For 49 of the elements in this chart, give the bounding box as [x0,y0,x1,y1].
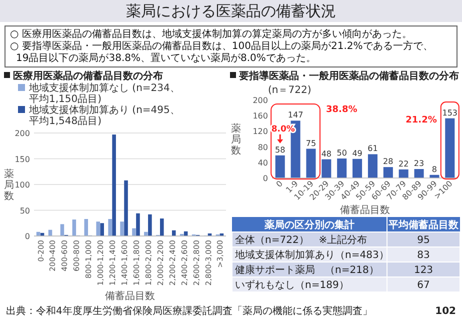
text: 薬局における医薬品の備蓄状況 [126,2,336,20]
data-label: 23 [414,159,424,168]
x-tick-label: 0 [274,179,285,190]
text: (n＝722) [268,85,312,96]
x-axis-title: 備蓄品目数 [340,204,390,216]
y-tick-label: 200 [252,96,268,105]
legend-label: 地域支援体制加算なし (n=234、平均1,150品目) [28,82,180,105]
data-label: 48 [321,149,332,158]
data-label: 49 [352,148,362,158]
text: ○ 要指導医薬品・一般用医薬品の備蓄品目数は、100品目以上の薬局が21.2%である一方で、19品目以下の薬局が38.8%、置いていない薬局が8.0%であった。 [10,40,433,64]
category-label: 全体（n=722） ※上記分布 [235,234,368,246]
y-tick-label: 200 [14,129,30,138]
source-note: 出典：令和4年度厚生労働省保険局医療課委託調査「薬局の機能に係る実態調査」 [6,305,372,317]
y-tick-label: 100 [14,180,30,190]
data-label: 61 [368,144,378,154]
legend-label: 地域支援体制加算あり (n=495、平均1,548品目) [28,104,180,127]
x-axis-title: 備蓄品目数 [105,290,155,302]
y-tick-label: 150 [14,154,30,164]
y-tick-label: 0 [24,232,30,241]
y-axis-title: 薬局数 [231,122,241,156]
y-tick-label: 80 [258,142,268,152]
text: 平均備蓄品目数 [388,219,460,231]
chart-title: 要指導医薬品・一般用医薬品の備蓄品目数の分布 [238,70,459,82]
text: 薬局の区分別の集計 [264,219,354,231]
data-label: 28 [383,157,394,166]
data-label: 58 [275,145,286,154]
annotation: 21.2% [406,115,437,126]
annotation: 38.8% [326,105,358,115]
chart-title: 医療用医薬品の備蓄品目数の分布 [13,70,163,82]
y-tick-label: 50 [20,206,30,216]
data-label: 123 [414,265,434,276]
y-tick-label: 120 [252,127,268,136]
y-axis-title: 薬局数 [4,168,14,202]
text: 102 [435,306,456,317]
y-tick-label: 40 [258,158,268,168]
y-tick-label: 160 [252,112,268,121]
data-label: 50 [336,148,347,158]
text: ○ 医療用医薬品の備蓄品目数は、地域支援体制加算の算定薬局の方が多い傾向があった。 [10,28,412,40]
category-label: 地域支援体制加算あり（n=483） [234,249,389,261]
data-label: 75 [306,138,316,148]
data-label: 153 [442,108,458,118]
data-label: 147 [288,110,304,120]
data-label: 83 [417,250,430,261]
data-label: 22 [398,159,409,168]
data-label: 8 [432,164,438,174]
category-label: 健康サポート薬局 （n=218） [235,264,379,276]
data-label: 95 [417,235,430,246]
category-label: いずれもなし（n=189） [235,279,349,291]
data-label: 67 [417,280,430,291]
